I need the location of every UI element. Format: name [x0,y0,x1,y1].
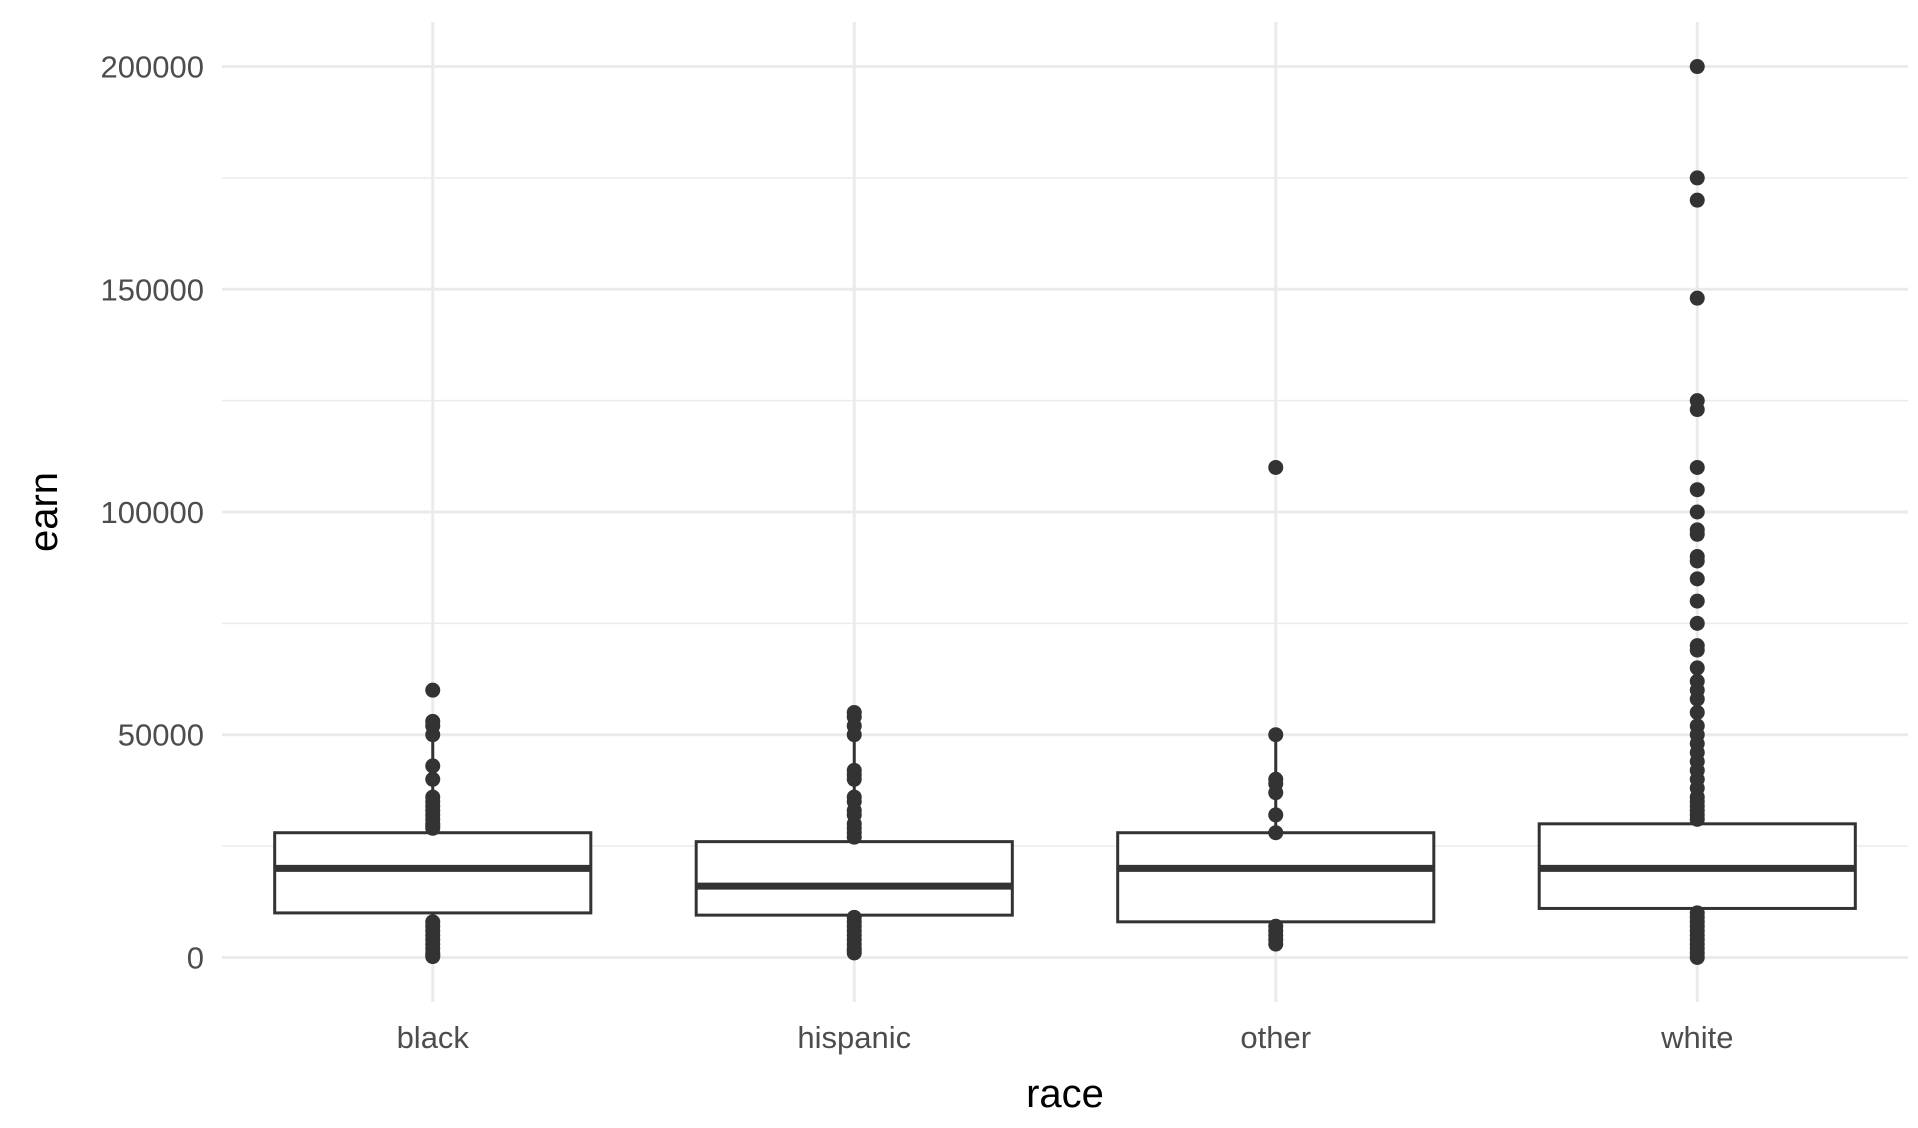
outlier-point [1268,825,1284,841]
y-axis-tick-labels: 0 50000 100000 150000 200000 [101,50,204,976]
outlier-point [1689,504,1705,520]
outlier-point [1689,660,1705,676]
box-group-hispanic [694,704,1014,961]
outlier-point [1689,482,1705,498]
box-groups [273,59,1857,965]
box-group-white [1537,59,1857,965]
y-tick-label: 0 [187,940,204,975]
box-group-other [1116,459,1436,952]
outlier-point [1689,704,1705,720]
outlier-point [1689,642,1705,658]
box-group-black [273,682,593,965]
outlier-point [1689,593,1705,609]
y-tick-label: 200000 [101,50,204,85]
outlier-point [846,771,862,787]
outlier-point [846,829,862,845]
outlier-point [425,758,441,774]
outlier-point [1689,615,1705,631]
outlier-point [1268,807,1284,823]
outlier-point [1689,811,1705,827]
outlier-point [1689,526,1705,542]
outlier-point [1268,459,1284,475]
iqr-box [1116,831,1436,924]
outlier-point [425,949,441,965]
outlier-point [1689,290,1705,306]
outlier-point [1268,785,1284,801]
outlier-point [1689,402,1705,418]
iqr-box [273,831,593,915]
outlier-point [1689,170,1705,186]
outlier-point [1268,727,1284,743]
outlier-point [1689,192,1705,208]
y-tick-label: 50000 [118,718,204,753]
outlier-point [1689,571,1705,587]
x-axis-tick-labels: black hispanic other white [397,1020,1734,1055]
outlier-point [846,727,862,743]
x-tick-label: white [1660,1020,1733,1055]
outlier-point [1689,553,1705,569]
outlier-point [425,818,441,834]
y-axis-title: earn [22,472,66,552]
x-tick-label: black [397,1020,470,1055]
outlier-point [1268,936,1284,952]
outlier-point [425,682,441,698]
outlier-point [846,945,862,961]
outlier-point [1689,691,1705,707]
outlier-point [1689,459,1705,475]
x-axis-title: race [1026,1072,1104,1116]
outlier-point [1689,949,1705,965]
outlier-point [425,727,441,743]
x-tick-label: other [1240,1020,1311,1055]
outlier-point [1689,59,1705,75]
iqr-box [694,840,1014,917]
y-tick-label: 150000 [101,272,204,307]
y-tick-label: 100000 [101,495,204,530]
x-tick-label: hispanic [797,1020,911,1055]
outlier-point [425,771,441,787]
